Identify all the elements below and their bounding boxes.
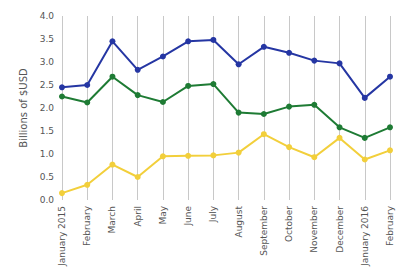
svg-text:November: November — [309, 206, 319, 253]
svg-text:3.5: 3.5 — [40, 34, 54, 44]
svg-text:January 2015: January 2015 — [57, 206, 67, 267]
svg-text:December: December — [335, 206, 345, 253]
svg-text:June: June — [183, 206, 193, 227]
svg-text:August: August — [234, 206, 244, 238]
svg-text:2.5: 2.5 — [40, 80, 54, 90]
svg-text:January 2016: January 2016 — [360, 206, 370, 267]
svg-text:July: July — [208, 205, 218, 223]
svg-text:September: September — [259, 206, 269, 256]
svg-text:0.5: 0.5 — [40, 172, 54, 182]
svg-text:1.5: 1.5 — [40, 126, 54, 136]
svg-text:February: February — [82, 205, 92, 246]
svg-text:February: February — [385, 205, 395, 246]
svg-text:0.0: 0.0 — [40, 195, 55, 205]
svg-text:4.0: 4.0 — [40, 11, 55, 21]
svg-text:3.0: 3.0 — [40, 57, 55, 67]
svg-text:April: April — [133, 206, 143, 227]
svg-text:October: October — [284, 206, 294, 242]
svg-text:Billions of $USD: Billions of $USD — [18, 68, 29, 148]
svg-text:May: May — [158, 205, 168, 224]
svg-text:March: March — [107, 206, 117, 233]
svg-text:1.0: 1.0 — [40, 149, 55, 159]
svg-text:2.0: 2.0 — [40, 103, 55, 113]
